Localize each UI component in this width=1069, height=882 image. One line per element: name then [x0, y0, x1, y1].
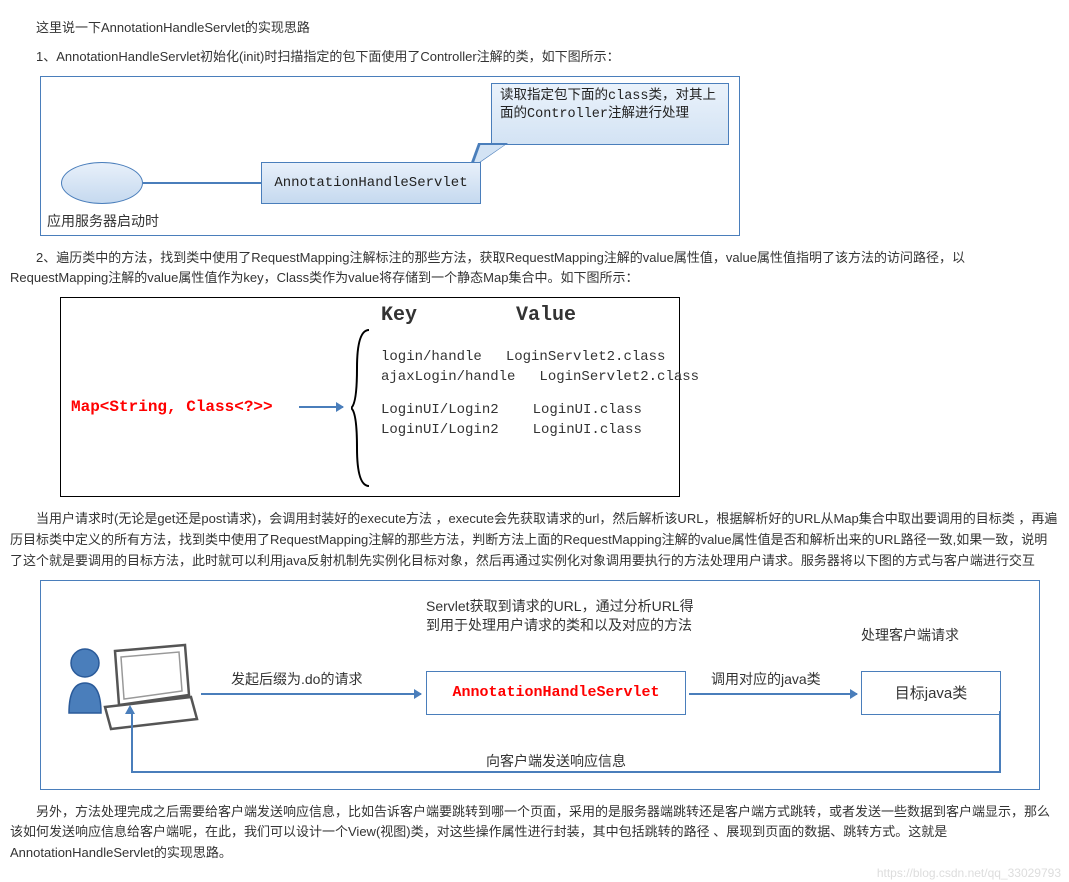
key-header: Key — [381, 304, 417, 327]
call-arrow-icon — [689, 693, 857, 695]
target-description: 处理客户端请求 — [861, 625, 1011, 645]
paragraph-2: 2、遍历类中的方法，找到类中使用了RequestMapping注解标注的那些方法… — [10, 248, 1059, 290]
arrow-icon — [299, 406, 343, 408]
map-rows: login/handleLoginServlet2.class ajaxLogi… — [381, 348, 699, 440]
servlet-box: AnnotationHandleServlet — [426, 671, 686, 715]
target-box: 目标java类 — [861, 671, 1001, 715]
callout-box: 读取指定包下面的class类，对其上面的Controller注解进行处理 — [491, 83, 729, 145]
request-arrow-icon — [201, 693, 421, 695]
intro-line-1: 这里说一下AnnotationHandleServlet的实现思路 — [10, 18, 1059, 39]
left-bracket-icon — [351, 328, 373, 488]
watermark: https://blog.csdn.net/qq_33029793 — [877, 866, 1061, 880]
servlet-description: Servlet获取到请求的URL，通过分析URL得到用于处理用户请求的类和以及对… — [426, 597, 696, 636]
table-row: LoginUI/Login2LoginUI.class — [381, 421, 699, 441]
servlet-box: AnnotationHandleServlet — [261, 162, 481, 204]
paragraph-3: 当用户请求时(无论是get还是post请求)，会调用封装好的execute方法 … — [10, 509, 1059, 571]
server-start-label: 应用服务器启动时 — [47, 211, 159, 231]
start-ellipse — [61, 162, 143, 204]
call-label: 调用对应的java类 — [711, 669, 821, 689]
connector-line — [143, 182, 261, 184]
diagram-init-flow: 读取指定包下面的class类，对其上面的Controller注解进行处理 Ann… — [40, 76, 740, 236]
table-row: LoginUI/Login2LoginUI.class — [381, 401, 699, 421]
intro-line-2: 1、AnnotationHandleServlet初始化(init)时扫描指定的… — [10, 47, 1059, 68]
diagram-map-structure: Key Value Map<String, Class<?>> login/ha… — [60, 297, 680, 497]
diagram-request-flow: 发起后缀为.do的请求 Servlet获取到请求的URL，通过分析URL得到用于… — [40, 580, 1040, 790]
value-header: Value — [516, 304, 576, 327]
table-row: ajaxLogin/handleLoginServlet2.class — [381, 368, 699, 388]
response-label: 向客户端发送响应信息 — [486, 751, 626, 771]
map-type-label: Map<String, Class<?>> — [71, 398, 273, 416]
return-arrow-icon — [125, 705, 135, 714]
paragraph-4: 另外，方法处理完成之后需要给客户端发送响应信息，比如告诉客户端要跳转到哪一个页面… — [10, 802, 1059, 864]
request-label: 发起后缀为.do的请求 — [231, 669, 362, 689]
table-row: login/handleLoginServlet2.class — [381, 348, 699, 368]
